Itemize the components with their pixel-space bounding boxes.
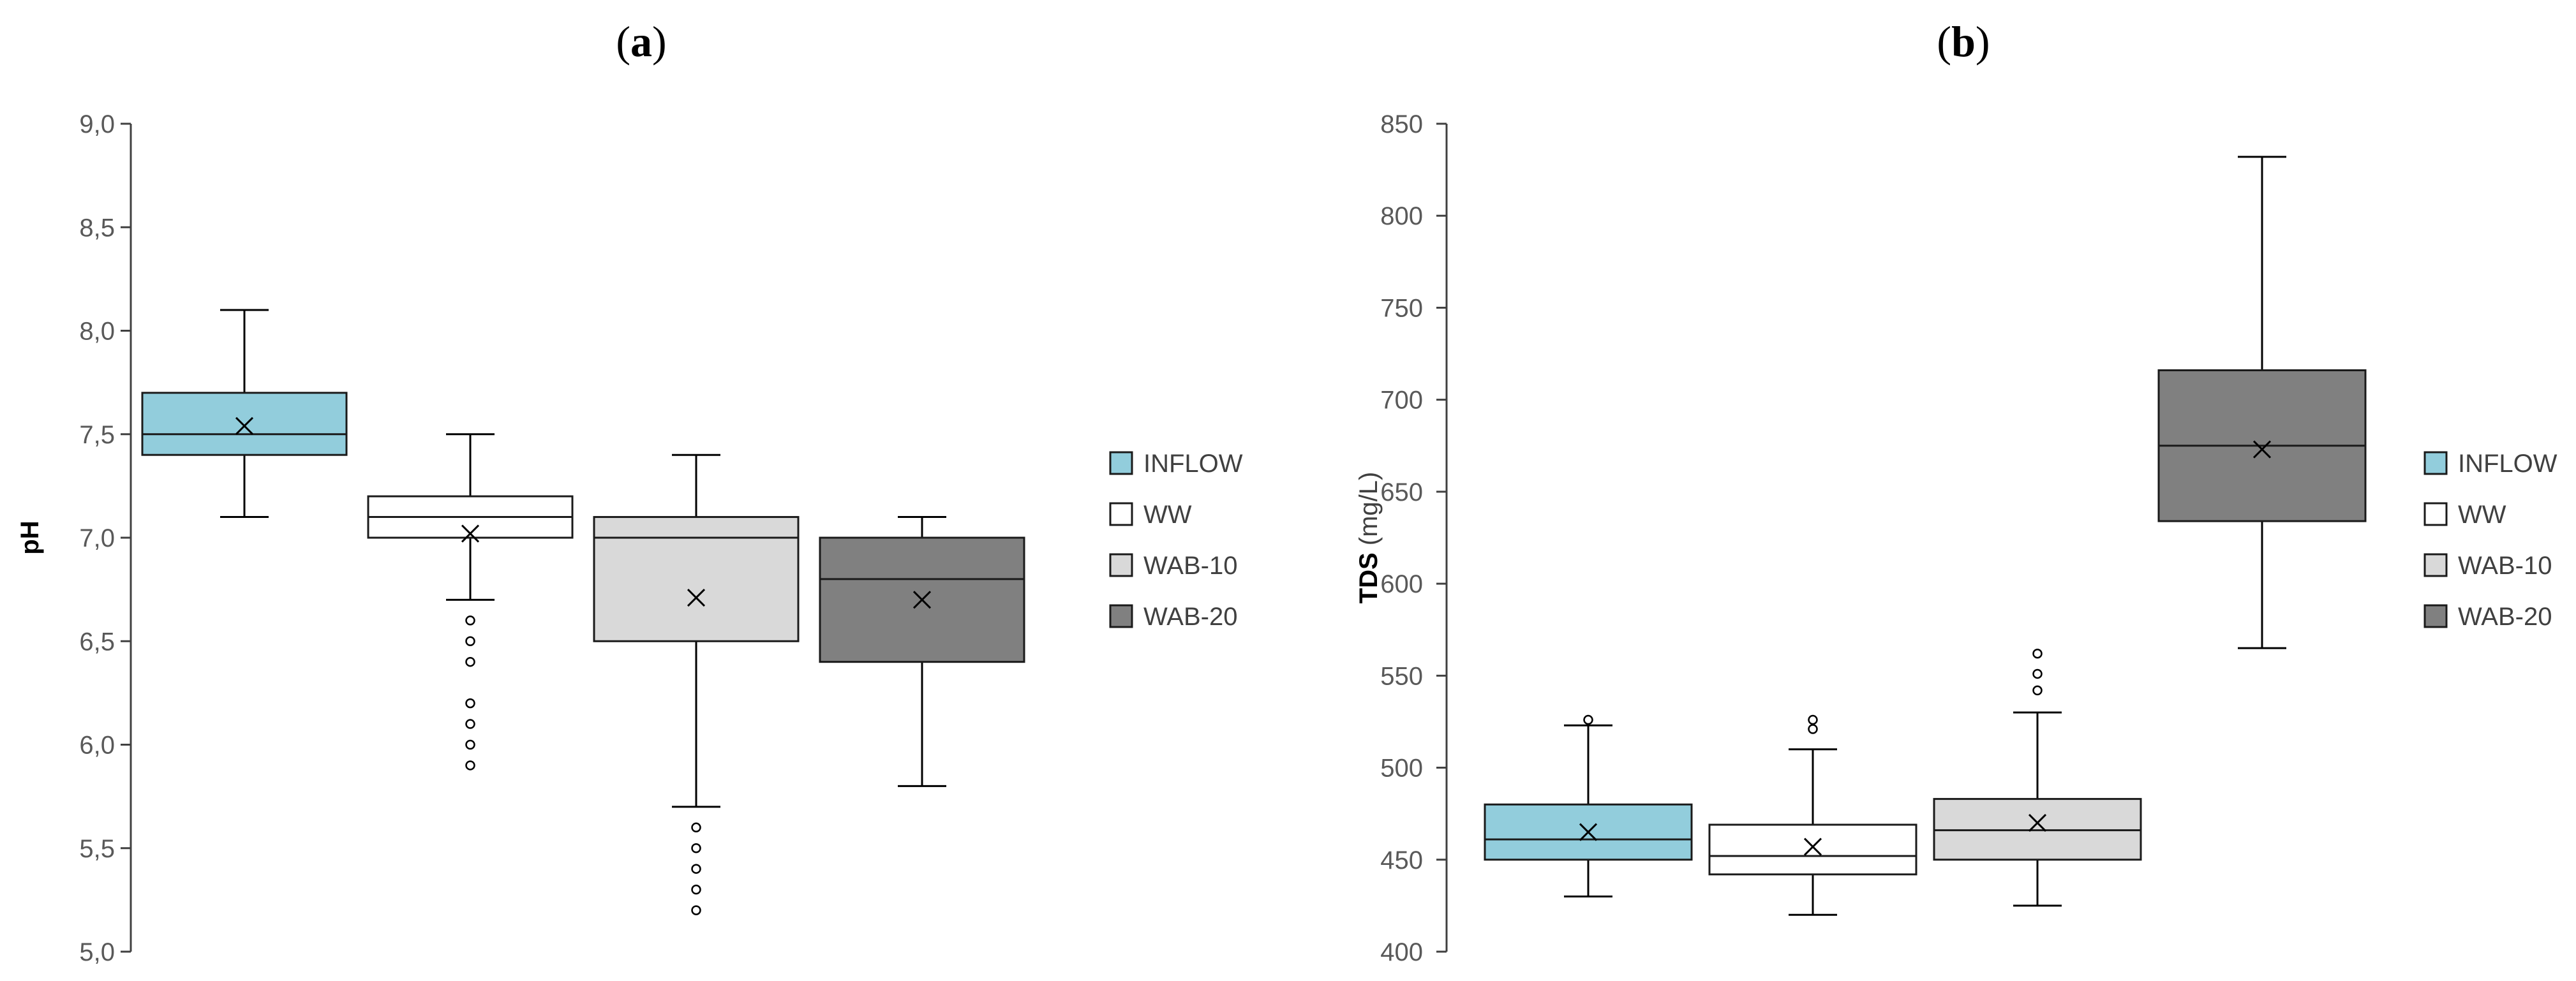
box-wab-10 bbox=[593, 454, 800, 915]
mean-marker bbox=[461, 524, 480, 543]
outlier-point bbox=[465, 636, 475, 646]
box-ww bbox=[367, 433, 574, 771]
outlier-point bbox=[2032, 685, 2043, 696]
y-tick-label: 700 bbox=[1380, 387, 1423, 415]
y-tick-label: 450 bbox=[1380, 846, 1423, 874]
y-tick-label: 800 bbox=[1380, 202, 1423, 230]
outlier-point bbox=[2032, 668, 2043, 679]
outlier-point bbox=[691, 843, 701, 853]
legend-swatch bbox=[1109, 553, 1133, 577]
box-iqr bbox=[1708, 823, 1917, 876]
outlier-point bbox=[691, 864, 701, 874]
legend-swatch bbox=[1109, 451, 1133, 475]
legend-label: WW bbox=[2458, 501, 2506, 529]
y-tick-label: 8,0 bbox=[79, 318, 115, 346]
y-tick-label: 500 bbox=[1380, 755, 1423, 783]
box-inflow bbox=[1484, 714, 1693, 897]
panel-title: (a) bbox=[616, 17, 666, 66]
mean-marker bbox=[1803, 837, 1822, 856]
y-tick-label: 850 bbox=[1380, 110, 1423, 138]
y-axis-label: TDS (mg/L) bbox=[1355, 472, 1383, 604]
legend-label: INFLOW bbox=[2458, 450, 2557, 478]
y-tick-label: 750 bbox=[1380, 294, 1423, 322]
outlier-point bbox=[1808, 724, 1818, 734]
mean-marker bbox=[2028, 814, 2047, 832]
outlier-point bbox=[2032, 648, 2043, 659]
legend-label: INFLOW bbox=[1143, 450, 1243, 478]
outlier-point bbox=[1808, 714, 1818, 725]
mean-marker bbox=[235, 417, 254, 435]
box-inflow bbox=[141, 309, 348, 519]
legend-swatch bbox=[2423, 502, 2448, 526]
legend-swatch bbox=[1109, 502, 1133, 526]
mean-marker bbox=[912, 591, 932, 609]
y-tick-label: 550 bbox=[1380, 662, 1423, 690]
outlier-point bbox=[465, 656, 475, 667]
box-iqr bbox=[141, 392, 348, 456]
box-wab-10 bbox=[1933, 648, 2142, 907]
panel-b: (b) 400 450 500 550 600 650 700 750 800 850 TDS (mg… bbox=[1355, 17, 2557, 966]
y-tick-label: 5,5 bbox=[79, 835, 115, 863]
outlier-point bbox=[691, 822, 701, 833]
mean-marker bbox=[2252, 440, 2272, 459]
box-iqr bbox=[593, 516, 800, 642]
outlier-point bbox=[691, 905, 701, 915]
panel-title: (b) bbox=[1937, 17, 1990, 66]
y-tick-label: 6,0 bbox=[79, 732, 115, 760]
outlier-point bbox=[465, 739, 475, 750]
legend-label: WAB-20 bbox=[1143, 603, 1237, 631]
y-tick-label: 600 bbox=[1380, 570, 1423, 598]
box-wab-20 bbox=[2157, 156, 2367, 649]
outlier-point bbox=[691, 884, 701, 895]
outlier-point bbox=[465, 616, 475, 626]
legend-label: WAB-10 bbox=[2458, 552, 2552, 580]
outlier-point bbox=[465, 719, 475, 729]
y-tick-label: 9,0 bbox=[79, 110, 115, 138]
outlier-point bbox=[465, 698, 475, 709]
legend-label: WAB-20 bbox=[2458, 603, 2552, 631]
legend-swatch bbox=[2423, 604, 2448, 628]
y-tick-label: 6,5 bbox=[79, 628, 115, 656]
y-tick-label: 7,0 bbox=[79, 524, 115, 552]
outlier-point bbox=[465, 760, 475, 771]
mean-marker bbox=[1579, 823, 1598, 841]
y-axis-label: pH bbox=[16, 520, 44, 554]
y-tick-label: 400 bbox=[1380, 938, 1423, 966]
outlier-point bbox=[1583, 714, 1593, 725]
legend-label: WW bbox=[1143, 501, 1192, 529]
legend-swatch bbox=[1109, 604, 1133, 628]
y-tick-label: 8,5 bbox=[79, 214, 115, 242]
box-ww bbox=[1708, 714, 1917, 916]
panel-a: (a) 5,0 5,5 6,0 6,5 7,0 7,5 8,0 8,5 9,0 pH INFLOW WW… bbox=[16, 17, 1243, 966]
y-tick-label: 5,0 bbox=[79, 938, 115, 966]
mean-marker bbox=[687, 589, 706, 607]
legend-swatch bbox=[2423, 451, 2448, 475]
legend-label: WAB-10 bbox=[1143, 552, 1237, 580]
y-tick-label: 650 bbox=[1380, 478, 1423, 506]
legend-swatch bbox=[2423, 553, 2448, 577]
box-wab-20 bbox=[819, 516, 1025, 787]
y-tick-label: 7,5 bbox=[79, 421, 115, 449]
